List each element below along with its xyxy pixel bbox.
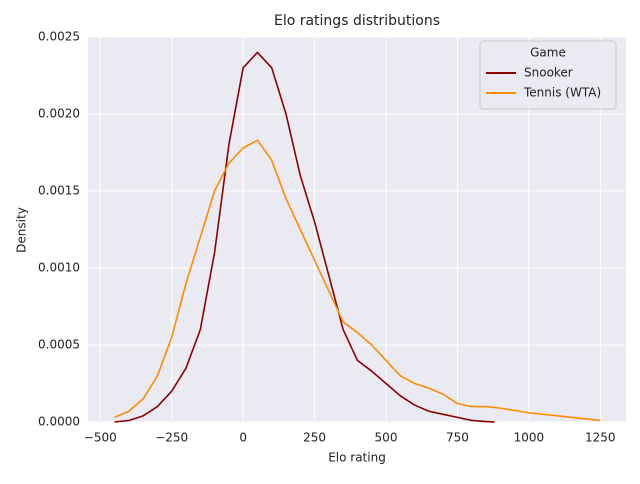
- x-axis-label: Elo rating: [328, 451, 386, 465]
- legend-label: Snooker: [524, 66, 573, 80]
- y-tick-label: 0.0010: [38, 261, 80, 275]
- x-tick-label: 0: [239, 431, 247, 445]
- chart-title: Elo ratings distributions: [274, 13, 440, 29]
- x-tick-label: 500: [375, 431, 398, 445]
- x-tick-label: −500: [84, 431, 117, 445]
- line: [114, 51, 495, 423]
- legend-title: Game: [530, 46, 566, 60]
- x-tick-label: 1000: [514, 431, 545, 445]
- y-tick-label: 0.0020: [38, 107, 80, 121]
- y-tick-label: 0.0005: [38, 338, 80, 352]
- legend-label: Tennis (WTA): [523, 86, 601, 100]
- y-tick-label: 0.0000: [38, 415, 80, 429]
- line: [114, 139, 601, 422]
- x-tick-label: 750: [446, 431, 469, 445]
- y-tick-label: 0.0025: [38, 30, 80, 44]
- x-tick-label: −250: [155, 431, 188, 445]
- x-tick-label: 1250: [585, 431, 616, 445]
- y-axis-label: Density: [15, 207, 29, 253]
- x-tick-label: 250: [303, 431, 326, 445]
- y-tick-label: 0.0015: [38, 184, 80, 198]
